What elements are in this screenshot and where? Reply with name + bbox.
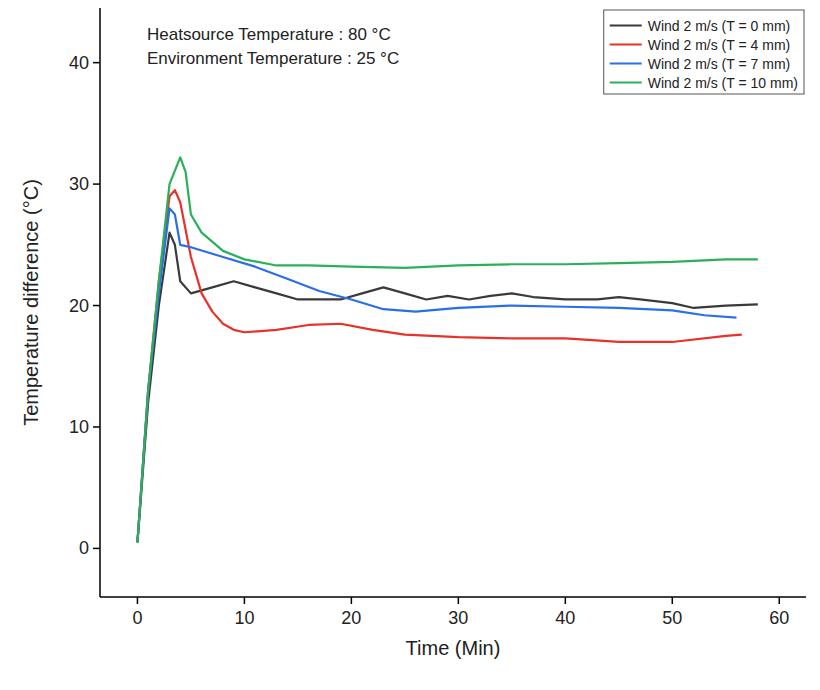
legend-swatch: [610, 24, 642, 26]
x-tick: [779, 597, 781, 604]
x-tick: [672, 597, 674, 604]
legend-label: Wind 2 m/s (T = 4 mm): [648, 37, 790, 53]
x-tick-label: 60: [769, 608, 789, 628]
legend-box: [604, 10, 804, 94]
y-axis-title: Temperature difference (°C): [20, 179, 42, 426]
x-tick-label: 0: [132, 608, 142, 628]
y-tick: [93, 183, 100, 185]
legend-swatch: [610, 43, 642, 45]
x-axis-line: [100, 596, 806, 598]
legend-swatch: [610, 62, 642, 64]
x-tick-label: 20: [341, 608, 361, 628]
series-line: [137, 233, 757, 543]
y-axis-line: [99, 8, 101, 597]
y-tick-label: 10: [69, 417, 89, 437]
plot-lines: [137, 157, 757, 542]
annotation: Environment Temperature : 25 °C: [147, 49, 399, 68]
legend-label: Wind 2 m/s (T = 0 mm): [648, 18, 790, 34]
y-tick-label: 20: [69, 296, 89, 316]
axes: 0 10 20 30 40 50 60 0 10 20 30 40: [69, 8, 806, 628]
y-tick-label: 40: [69, 53, 89, 73]
x-tick: [137, 597, 139, 604]
x-tick-label: 30: [448, 608, 468, 628]
legend-label: Wind 2 m/s (T = 10 mm): [648, 75, 798, 91]
series-line: [137, 190, 741, 542]
y-tick: [93, 426, 100, 428]
y-tick: [93, 62, 100, 64]
x-tick-label: 40: [555, 608, 575, 628]
x-tick: [565, 597, 567, 604]
series-line: [137, 157, 757, 542]
legend-label: Wind 2 m/s (T = 7 mm): [648, 56, 790, 72]
y-tick: [93, 548, 100, 550]
x-tick: [458, 597, 460, 604]
legend-swatch: [610, 81, 642, 83]
legend: Wind 2 m/s (T = 0 mm) Wind 2 m/s (T = 4 m…: [604, 10, 804, 94]
chart: 0 10 20 30 40 50 60 0 10 20 30 40 Time (Min) Temperat…: [0, 0, 820, 690]
y-tick-label: 0: [79, 538, 89, 558]
annotation: Heatsource Temperature : 80 °C: [147, 25, 391, 44]
x-tick-label: 10: [234, 608, 254, 628]
y-tick: [93, 305, 100, 307]
x-tick: [351, 597, 353, 604]
x-tick: [244, 597, 246, 604]
y-tick-label: 30: [69, 174, 89, 194]
x-tick-label: 50: [662, 608, 682, 628]
x-axis-title: Time (Min): [406, 637, 501, 659]
series-line: [137, 208, 736, 542]
